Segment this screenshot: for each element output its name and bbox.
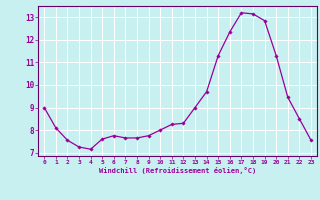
X-axis label: Windchill (Refroidissement éolien,°C): Windchill (Refroidissement éolien,°C)	[99, 167, 256, 174]
